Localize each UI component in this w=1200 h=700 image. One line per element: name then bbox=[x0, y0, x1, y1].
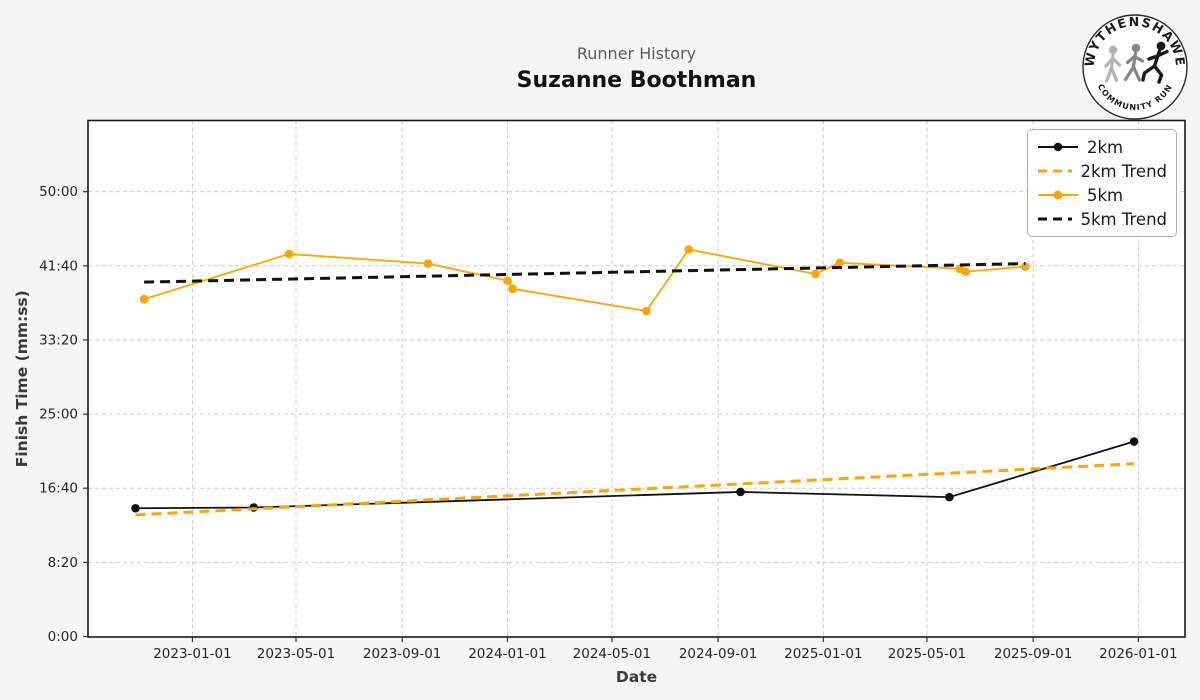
y-tick-label: 8:20 bbox=[48, 555, 78, 571]
series-line-5km-trend bbox=[144, 262, 1026, 284]
data-point-marker bbox=[139, 294, 149, 304]
legend-item-5km-trend: 5km Trend bbox=[1037, 210, 1167, 229]
data-point-marker bbox=[503, 276, 512, 285]
plot-border bbox=[87, 119, 1186, 638]
data-point-marker bbox=[508, 284, 517, 294]
x-tick-label: 2024-09-01 bbox=[679, 646, 757, 662]
club-logo: WYTHENSHAWE COMMUNITY RUN bbox=[1081, 14, 1188, 120]
x-tick-label: 2023-01-01 bbox=[153, 646, 231, 662]
runner-walking-icon bbox=[1104, 45, 1122, 83]
legend-label: 5km Trend bbox=[1080, 209, 1167, 229]
data-point-marker bbox=[961, 267, 971, 277]
legend-item-2km-trend: 2km Trend bbox=[1037, 162, 1167, 181]
data-point-marker bbox=[284, 249, 294, 259]
x-tick-label: 2026-01-01 bbox=[1099, 646, 1177, 662]
legend-item-5km: 5km bbox=[1037, 186, 1167, 205]
x-axis-label: Date bbox=[616, 668, 657, 686]
y-axis-label: Finish Time (mm:ss) bbox=[13, 290, 31, 467]
legend-label: 5km bbox=[1087, 185, 1124, 205]
data-point-marker bbox=[945, 492, 954, 502]
x-tick-label: 2025-05-01 bbox=[888, 646, 966, 662]
data-point-marker bbox=[684, 245, 694, 254]
data-point-marker bbox=[642, 306, 651, 316]
legend-label: 2km Trend bbox=[1080, 161, 1167, 181]
x-tick-label: 2025-09-01 bbox=[994, 646, 1072, 662]
data-point-marker bbox=[131, 503, 140, 513]
x-tick-label: 2024-05-01 bbox=[573, 646, 651, 662]
x-tick-label: 2024-01-01 bbox=[468, 646, 546, 662]
chart-legend: 2km 2km Trend 5km 5km Trend bbox=[1027, 129, 1177, 237]
y-tick-label: 25:00 bbox=[39, 407, 78, 423]
chart-subtitle: Runner History bbox=[576, 44, 697, 63]
legend-5km-trend-line-sample bbox=[1038, 217, 1073, 221]
y-tick-label: 50:00 bbox=[39, 184, 78, 200]
data-point-marker bbox=[423, 259, 433, 268]
y-tick-label: 33:20 bbox=[39, 332, 78, 348]
legend-2km-trend-line-sample bbox=[1038, 169, 1073, 173]
legend-5km-line-sample bbox=[1038, 190, 1078, 200]
x-tick-label: 2023-09-01 bbox=[363, 646, 441, 662]
data-point-marker bbox=[1129, 437, 1139, 446]
runner-jogging-icon bbox=[1123, 43, 1145, 82]
y-tick-label: 16:40 bbox=[39, 481, 78, 497]
legend-label: 2km bbox=[1087, 137, 1124, 157]
runner-sprinting-icon bbox=[1141, 41, 1169, 84]
x-tick-label: 2025-01-01 bbox=[784, 646, 862, 662]
data-point-marker bbox=[835, 258, 845, 268]
plot-background bbox=[88, 120, 1185, 637]
legend-2km-line-sample bbox=[1038, 142, 1078, 152]
y-tick-label: 41:40 bbox=[39, 258, 78, 274]
series-line-2km-trend bbox=[135, 462, 1135, 517]
data-point-marker bbox=[811, 269, 820, 279]
data-point-marker bbox=[1021, 262, 1030, 271]
x-tick-label: 2023-05-01 bbox=[257, 646, 335, 662]
page-title: Suzanne Boothman bbox=[516, 68, 757, 93]
data-point-marker bbox=[736, 487, 745, 497]
y-tick-label: 0:00 bbox=[48, 629, 78, 645]
legend-item-2km: 2km bbox=[1037, 138, 1167, 157]
